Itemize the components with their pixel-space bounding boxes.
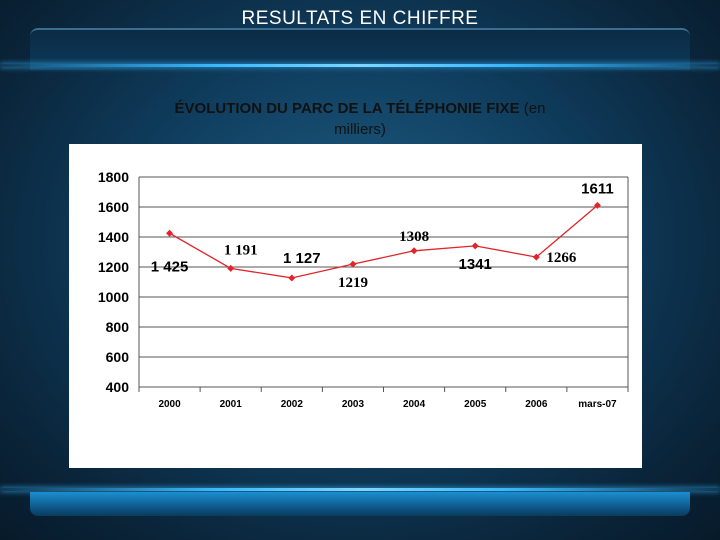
y-tick-label: 1200 — [98, 259, 129, 275]
data-point — [471, 242, 479, 250]
data-label: 1 127 — [283, 250, 321, 267]
y-tick-label: 1400 — [98, 229, 129, 245]
y-tick-label: 1000 — [98, 289, 129, 305]
y-tick-label: 600 — [106, 349, 130, 365]
slide-title: RESULTATS EN CHIFFRE — [241, 8, 479, 29]
data-point — [288, 274, 296, 282]
data-label: 1341 — [459, 256, 492, 273]
x-tick-label: 2001 — [220, 399, 243, 410]
footer-band — [30, 492, 690, 516]
data-point — [166, 229, 174, 237]
data-point — [227, 264, 235, 272]
data-label: 1 191 — [224, 242, 258, 258]
subtitle-line2: milliers) — [334, 121, 386, 138]
data-label: 1611 — [581, 180, 614, 197]
x-tick-label: mars-07 — [578, 399, 617, 410]
y-tick-label: 1800 — [98, 169, 129, 185]
x-tick-label: 2003 — [342, 399, 365, 410]
x-tick-label: 2000 — [158, 399, 181, 410]
subtitle-main: ÉVOLUTION DU PARC DE LA TÉLÉPHONIE FIXE — [174, 100, 520, 117]
line-chart: 400 600 800 1000 1200 1400 1600 1800 2000 2001 200… — [98, 169, 629, 410]
y-tick-label: 1600 — [98, 199, 129, 215]
header-band — [30, 28, 690, 70]
footer-glow-line — [0, 488, 720, 491]
data-label: 1219 — [338, 275, 368, 291]
y-tick-label: 800 — [106, 319, 130, 335]
data-label: 1 425 — [151, 258, 189, 275]
header-glow-line — [0, 64, 720, 67]
subtitle-rest: (en — [519, 100, 546, 117]
data-point — [532, 253, 540, 261]
data-point — [593, 201, 601, 209]
x-tick-label: 2004 — [403, 399, 426, 410]
y-tick-label: 400 — [106, 379, 130, 395]
data-point — [410, 247, 418, 255]
chart-subtitle: ÉVOLUTION DU PARC DE LA TÉLÉPHONIE FIXE … — [100, 98, 620, 140]
chart-panel: 400 600 800 1000 1200 1400 1600 1800 2000 2001 200… — [69, 144, 642, 468]
series-line — [169, 204, 598, 279]
x-tick-label: 2005 — [464, 399, 487, 410]
x-tick-label: 2006 — [525, 399, 548, 410]
data-label: 1266 — [546, 250, 577, 266]
data-label: 1308 — [399, 229, 429, 245]
data-point — [349, 260, 357, 268]
x-tick-label: 2002 — [281, 399, 304, 410]
